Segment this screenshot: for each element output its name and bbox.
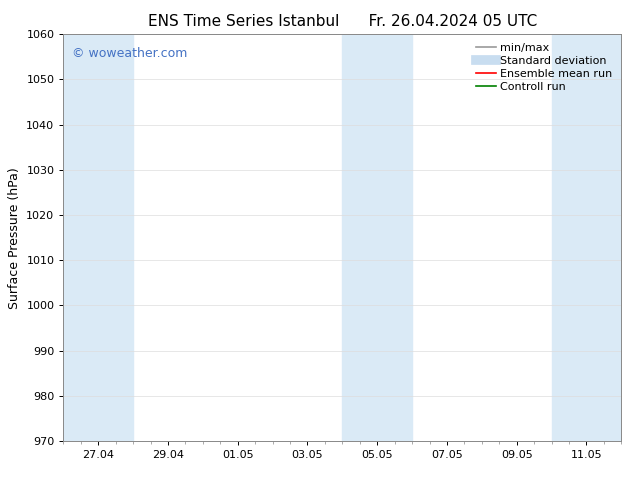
Bar [552, 34, 621, 441]
Bar [342, 34, 412, 441]
Text: © woweather.com: © woweather.com [72, 47, 187, 59]
Title: ENS Time Series Istanbul      Fr. 26.04.2024 05 UTC: ENS Time Series Istanbul Fr. 26.04.2024 … [148, 14, 537, 29]
Y-axis label: Surface Pressure (hPa): Surface Pressure (hPa) [8, 167, 21, 309]
Legend: min/max, Standard deviation, Ensemble mean run, Controll run: min/max, Standard deviation, Ensemble me… [472, 40, 616, 95]
Bar [63, 34, 133, 441]
